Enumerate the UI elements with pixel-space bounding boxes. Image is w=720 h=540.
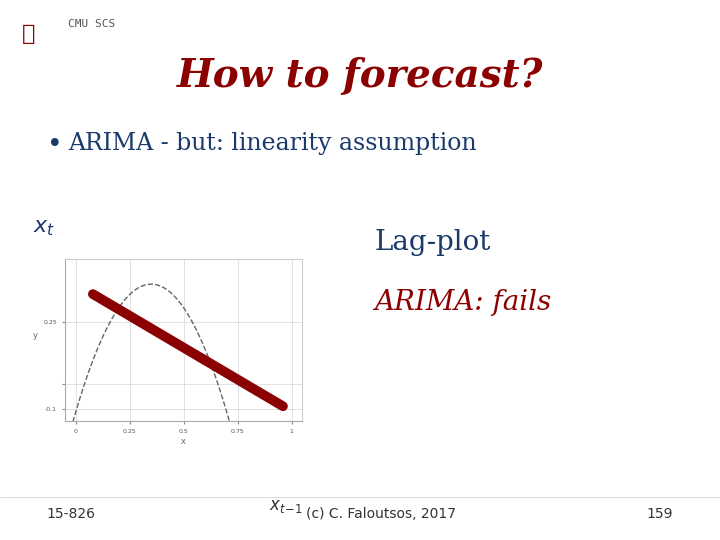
- Text: (c) C. Faloutsos, 2017: (c) C. Faloutsos, 2017: [306, 507, 456, 521]
- Text: ARIMA: fails: ARIMA: fails: [374, 289, 552, 316]
- Text: Lag-plot: Lag-plot: [374, 230, 491, 256]
- Text: $x_t$: $x_t$: [34, 216, 55, 238]
- Text: $x_{t\!-\!1}$: $x_{t\!-\!1}$: [269, 498, 302, 515]
- X-axis label: x: x: [181, 437, 186, 445]
- Text: How to forecast?: How to forecast?: [177, 57, 543, 94]
- Text: 🐉: 🐉: [22, 24, 35, 44]
- Text: •: •: [47, 132, 63, 158]
- Y-axis label: y: y: [32, 331, 37, 340]
- Text: ARIMA - but: linearity assumption: ARIMA - but: linearity assumption: [68, 132, 477, 156]
- Text: CMU SCS: CMU SCS: [68, 19, 116, 29]
- Text: 159: 159: [647, 507, 673, 521]
- Text: 15-826: 15-826: [47, 507, 96, 521]
